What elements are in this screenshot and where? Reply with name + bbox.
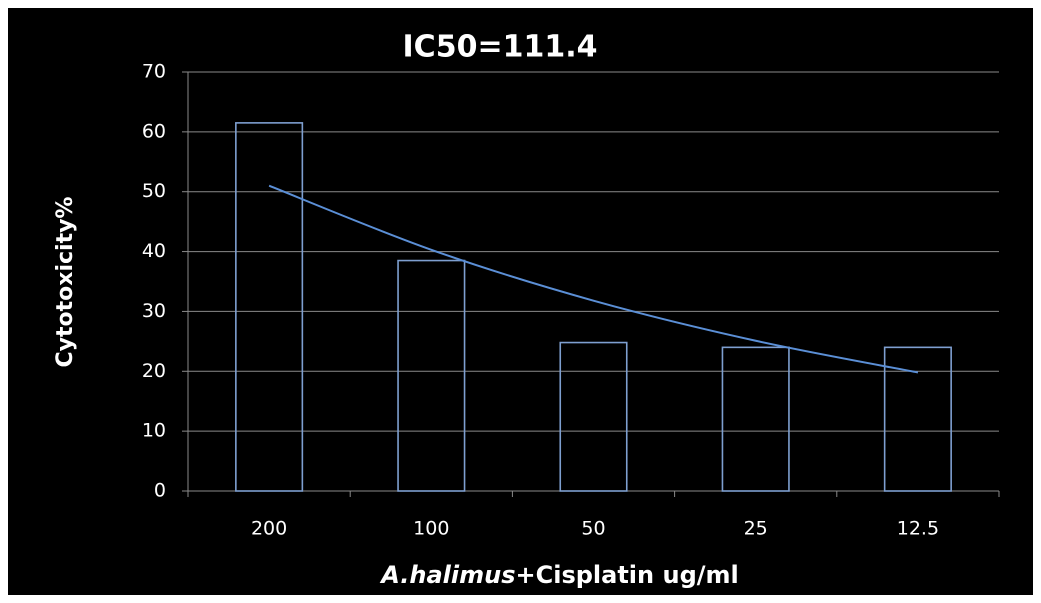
y-tick-label: 10 [142,420,166,442]
y-tick-label: 70 [142,61,166,83]
y-tick-label: 20 [142,360,166,382]
y-tick-label: 60 [142,120,166,142]
y-tick-label: 0 [154,480,166,502]
bar [721,346,790,492]
y-tick-label: 40 [142,240,166,262]
y-tick-label: 50 [142,180,166,202]
bar [559,341,628,492]
bar [883,346,952,492]
trend-line [268,184,919,374]
x-axis-label-rest: +Cisplatin ug/ml [516,561,739,589]
x-tick-label: 200 [251,518,287,540]
bar [235,122,304,492]
x-axis-label-italic: A.halimus [379,561,515,589]
y-tick-label: 30 [142,300,166,322]
x-axis-label: A.halimus+Cisplatin ug/ml [379,561,739,589]
chart-background [8,8,1033,595]
chart-title: IC50=111.4 [403,30,598,65]
x-tick-label: 50 [581,518,605,540]
x-tick-label: 25 [744,518,768,540]
y-axis-label: Cytotoxicity% [53,197,78,368]
x-tick-label: 12.5 [897,518,939,540]
bar [397,259,466,492]
x-tick-label: 100 [413,518,449,540]
